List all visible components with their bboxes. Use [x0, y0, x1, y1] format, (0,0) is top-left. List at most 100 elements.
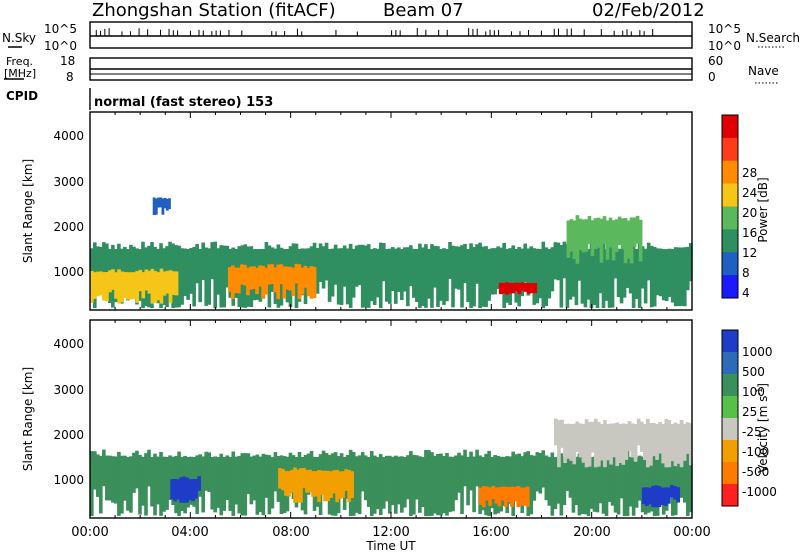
velocity-cell	[598, 456, 603, 504]
power-cell	[490, 248, 494, 295]
power-cell	[415, 249, 419, 302]
velocity-cell	[682, 456, 687, 503]
power-colorbar-swatch	[722, 275, 738, 299]
power-cell	[159, 268, 164, 304]
velocity-cell	[198, 454, 202, 497]
velocity-cell	[278, 468, 282, 489]
velocity-cell	[329, 471, 333, 498]
vel-cb-tick-neg1000: -1000	[742, 485, 777, 499]
velocity-cell	[604, 451, 609, 516]
power-cell	[360, 244, 365, 308]
power-cell	[161, 198, 165, 215]
velocity-cell	[673, 454, 678, 516]
power-cell	[526, 248, 531, 296]
velocity-cell	[557, 420, 561, 468]
time-x-axis: 00:00 04:00 08:00 12:00 16:00 20:00 00:0…	[71, 525, 710, 540]
power-cell	[673, 247, 678, 307]
velocity-cell	[575, 421, 580, 453]
velocity-cell	[264, 454, 269, 498]
velocity-cell	[676, 423, 681, 464]
velocity-cell	[448, 456, 452, 512]
velocity-colorbar-swatch	[722, 330, 738, 353]
power-cell	[614, 219, 619, 253]
power-cell	[157, 197, 160, 208]
velocity-cell	[670, 452, 675, 516]
power-cell	[589, 242, 594, 309]
power-cell	[466, 249, 470, 302]
power-cell	[288, 266, 293, 291]
power-cell	[496, 246, 500, 289]
velocity-cell	[661, 423, 666, 464]
velocity-cell	[688, 456, 693, 513]
power-cb-tick-12: 12	[742, 246, 757, 260]
power-cell	[580, 248, 585, 304]
power-cell	[192, 247, 196, 307]
velocity-cell	[123, 455, 127, 501]
power-cell	[599, 218, 604, 263]
velocity-cell	[421, 457, 425, 508]
power-cell	[186, 249, 190, 300]
velocity-cell	[372, 455, 377, 514]
velocity-colorbar-swatch	[722, 352, 738, 375]
power-y-axis: 4000 3000 2000 1000	[53, 129, 84, 279]
velocity-cell	[347, 470, 351, 503]
power-colorbar-swatch	[722, 206, 738, 230]
velocity-cell	[360, 452, 365, 492]
velocity-cell	[338, 471, 342, 499]
velocity-cell	[655, 452, 660, 516]
velocity-cell	[607, 456, 612, 502]
power-cell	[568, 249, 573, 300]
power-cell	[679, 247, 684, 306]
velocity-cell	[168, 455, 172, 500]
velocity-cell	[595, 456, 600, 513]
power-cell	[267, 264, 271, 285]
power-cell	[643, 248, 648, 304]
velocity-cell	[679, 454, 684, 498]
velocity-cell	[569, 423, 574, 461]
velocity-cell	[574, 456, 579, 506]
velocity-cell	[649, 422, 653, 466]
velocity-cell	[394, 455, 398, 514]
power-heatmap	[90, 197, 693, 309]
velocity-cell	[559, 453, 564, 516]
power-cell	[168, 241, 172, 279]
velocity-cell	[93, 451, 97, 490]
power-cell	[532, 248, 537, 305]
velocity-colorbar-swatch	[722, 462, 738, 485]
power-cell	[640, 246, 645, 289]
velocity-cell	[375, 457, 380, 510]
power-cell	[533, 282, 538, 294]
velocity-cell	[519, 487, 524, 506]
velocity-cell	[673, 486, 677, 500]
power-cell	[154, 198, 158, 215]
power-cell	[508, 283, 512, 294]
noise-y-bottom-right: 10^0	[708, 39, 741, 53]
power-cell	[387, 248, 392, 304]
power-cell	[230, 265, 235, 300]
power-ytick-1000: 1000	[53, 265, 84, 279]
velocity-cell	[478, 455, 482, 514]
power-cell	[261, 265, 265, 299]
power-cell	[168, 198, 171, 210]
power-colorbar-label: Power [dB]	[756, 177, 770, 242]
velocity-cell	[481, 485, 486, 508]
velocity-cell	[631, 452, 636, 516]
velocity-cell	[661, 454, 666, 515]
velocity-cell	[249, 456, 254, 505]
power-cell	[530, 283, 534, 294]
noise-y-top-left: 10^5	[44, 22, 77, 36]
power-cell	[499, 247, 503, 293]
power-cell	[593, 218, 598, 249]
velocity-cell	[592, 456, 597, 512]
power-cell	[595, 243, 600, 308]
velocity-cell	[535, 452, 540, 492]
velocity-cell	[583, 455, 588, 515]
velocity-cell	[673, 422, 678, 467]
velocity-cell	[430, 452, 434, 516]
velocity-cell	[290, 469, 294, 493]
power-cell	[574, 248, 579, 306]
velocity-ylabel: Slant Range [km]	[21, 367, 35, 471]
velocity-cell	[117, 451, 121, 516]
power-cell	[505, 248, 509, 303]
power-cell	[451, 245, 455, 308]
